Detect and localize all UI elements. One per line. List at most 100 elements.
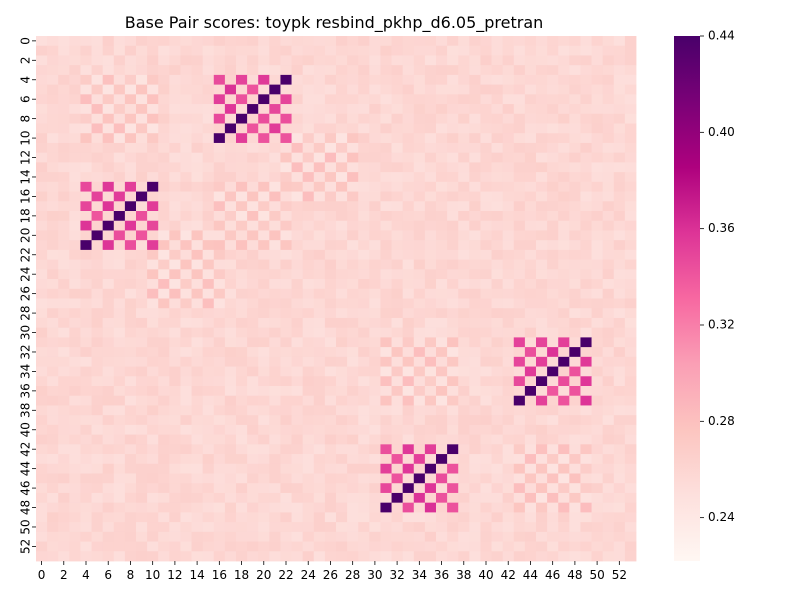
heatmap-cell: [524, 45, 537, 56]
heatmap-cell: [102, 356, 115, 367]
heatmap-cell: [169, 45, 181, 56]
heatmap-cell: [158, 386, 170, 397]
heatmap-cell: [358, 55, 370, 66]
heatmap-cell: [113, 74, 126, 86]
heatmap-cell: [58, 220, 70, 231]
heatmap-cell: [224, 473, 237, 484]
heatmap-cell: [269, 104, 281, 115]
heatmap-cell: [36, 327, 48, 338]
heatmap-cell: [458, 434, 470, 445]
heatmap-cell: [536, 113, 548, 124]
heatmap-cell: [191, 288, 204, 299]
heatmap-cell: [547, 152, 559, 163]
heatmap-cell: [569, 405, 581, 416]
heatmap-cell: [191, 473, 204, 484]
heatmap-cell: [347, 424, 359, 436]
heatmap-cell: [236, 201, 248, 212]
heatmap-cell: [202, 424, 215, 436]
heatmap-cell: [324, 327, 337, 338]
colorbar-tick-label: 0.28: [708, 414, 735, 428]
heatmap-cell: [402, 492, 415, 504]
heatmap-cell: [469, 220, 481, 231]
heatmap-cell: [436, 337, 448, 348]
heatmap-cell: [558, 230, 570, 241]
heatmap-cell: [324, 74, 337, 86]
heatmap-cell: [147, 356, 159, 367]
heatmap-cell: [169, 142, 181, 154]
heatmap-cell: [202, 444, 215, 455]
heatmap-cell: [447, 473, 459, 484]
heatmap-cell: [436, 65, 448, 76]
heatmap-cell: [113, 434, 126, 445]
heatmap-cell: [269, 356, 281, 367]
heatmap-cell: [369, 269, 381, 280]
heatmap-cell: [313, 55, 326, 66]
heatmap-cell: [569, 541, 581, 552]
heatmap-cell: [102, 162, 115, 173]
heatmap-cell: [191, 152, 204, 163]
heatmap-cell: [447, 512, 459, 523]
heatmap-cell: [80, 483, 92, 494]
heatmap-cell: [447, 454, 459, 465]
heatmap-cell: [280, 376, 292, 387]
heatmap-cell: [469, 395, 481, 406]
heatmap-cell: [413, 249, 426, 261]
heatmap-cell: [80, 45, 92, 56]
heatmap-cell: [391, 395, 404, 406]
heatmap-cell: [624, 327, 637, 338]
heatmap-cell: [358, 492, 370, 504]
heatmap-cell: [258, 317, 270, 329]
heatmap-cell: [291, 483, 304, 494]
heatmap-cell: [569, 94, 581, 105]
heatmap-cell: [280, 133, 292, 144]
heatmap-cell: [58, 249, 70, 261]
heatmap-cell: [424, 424, 437, 436]
heatmap-cell: [413, 337, 426, 348]
heatmap-cell: [580, 522, 592, 533]
heatmap-cell: [580, 259, 592, 270]
heatmap-cell: [302, 492, 315, 504]
heatmap-cell: [591, 269, 604, 280]
heatmap-cell: [547, 55, 559, 66]
heatmap-cell: [324, 162, 337, 173]
heatmap-cell: [491, 74, 504, 86]
heatmap-cell: [624, 181, 637, 192]
y-tick-label: 8: [19, 115, 33, 123]
heatmap-cell: [58, 104, 70, 115]
heatmap-cell: [502, 45, 515, 56]
heatmap-cell: [191, 376, 204, 387]
heatmap-cell: [113, 288, 126, 299]
heatmap-cell: [380, 308, 392, 319]
heatmap-cell: [80, 454, 92, 465]
heatmap-cell: [302, 230, 315, 241]
heatmap-cell: [524, 84, 537, 95]
heatmap-cell: [613, 269, 626, 280]
heatmap-cell: [369, 104, 381, 115]
heatmap-cell: [524, 541, 537, 552]
heatmap-cell: [613, 512, 626, 523]
heatmap-cell: [324, 298, 337, 309]
heatmap-cell: [124, 444, 137, 455]
heatmap-cell: [302, 36, 315, 47]
heatmap-cell: [213, 84, 226, 95]
heatmap-cell: [280, 55, 292, 66]
heatmap-cell: [536, 522, 548, 533]
heatmap-cell: [47, 201, 59, 212]
heatmap-cell: [469, 463, 481, 474]
heatmap-cell: [469, 454, 481, 465]
heatmap-cell: [524, 395, 537, 406]
chart-title: Base Pair scores: toypk resbind_pkhp_d6.…: [125, 13, 544, 33]
heatmap-cell: [613, 36, 626, 47]
heatmap-cell: [247, 551, 259, 562]
heatmap-cell: [580, 512, 592, 523]
heatmap-cell: [180, 337, 192, 348]
heatmap-cell: [158, 152, 170, 163]
heatmap-cell: [580, 279, 592, 290]
heatmap-cell: [424, 415, 437, 426]
heatmap-cell: [124, 36, 137, 47]
heatmap-cell: [202, 327, 215, 338]
heatmap-cell: [102, 347, 115, 358]
heatmap-cell: [313, 317, 326, 329]
heatmap-cell: [158, 444, 170, 455]
heatmap-cell: [69, 201, 81, 212]
